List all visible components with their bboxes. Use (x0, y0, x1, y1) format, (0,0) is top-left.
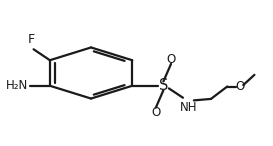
Text: F: F (27, 33, 34, 46)
Text: O: O (151, 106, 160, 119)
Text: H₂N: H₂N (6, 79, 28, 92)
Text: O: O (235, 80, 244, 93)
Text: S: S (159, 78, 168, 93)
Text: O: O (167, 53, 176, 66)
Text: NH: NH (180, 101, 197, 114)
